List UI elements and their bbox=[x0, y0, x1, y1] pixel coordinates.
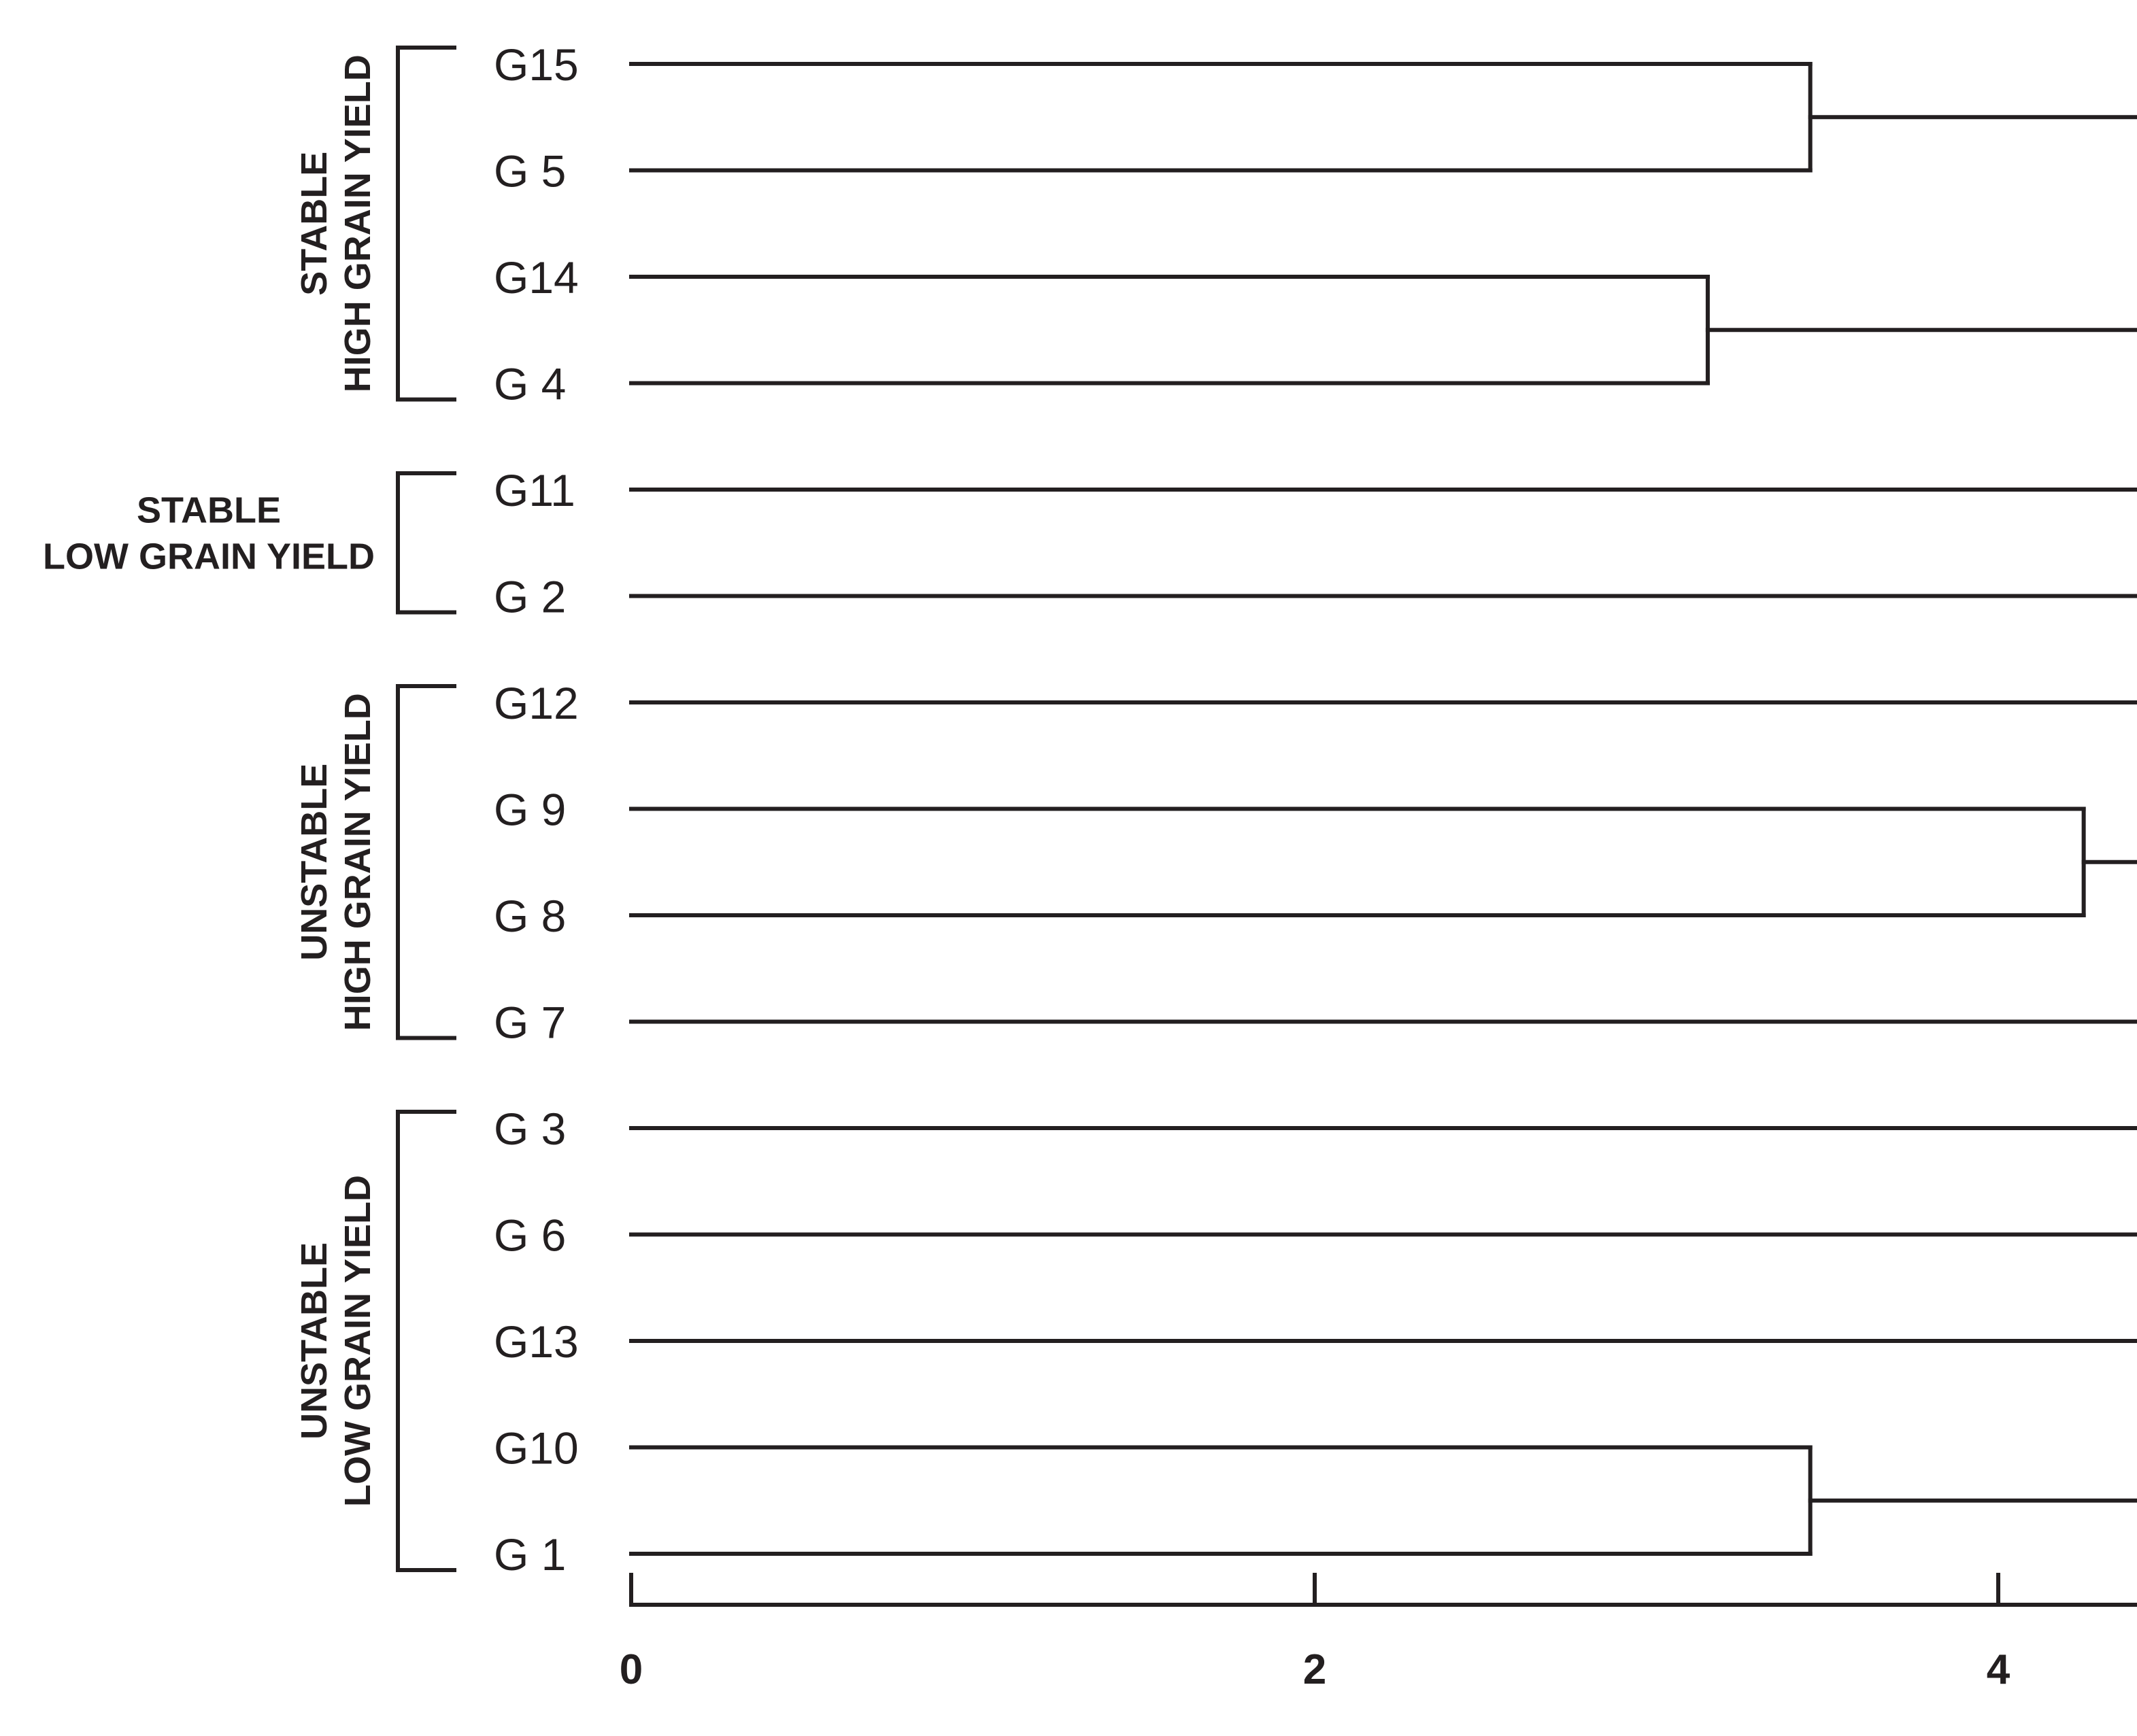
group-bracket: STABLE HIGH GRAIN YIELD bbox=[294, 46, 456, 402]
bracket-line bbox=[396, 684, 456, 1040]
leaf-label: G 5 bbox=[494, 146, 566, 197]
leaf-label: G 6 bbox=[494, 1210, 566, 1261]
leaf-label: G 7 bbox=[494, 998, 566, 1048]
merge-link-m3 bbox=[629, 1445, 1813, 1556]
merge-link-m6 bbox=[1705, 115, 2137, 333]
merge-link-m4 bbox=[629, 806, 2086, 917]
merge-link-m8 bbox=[629, 1232, 2137, 1237]
leaf-label: G 4 bbox=[494, 359, 566, 409]
merge-link-m7 bbox=[629, 1339, 2137, 1503]
leaf-label: G15 bbox=[494, 39, 579, 90]
leaf-labels: G15 G 5 G14 G 4 G11 G 2 G12 G 9 G 8 G 7 G 3 G 6 G13 G… bbox=[494, 39, 579, 1580]
merge-link-m2 bbox=[629, 62, 1813, 173]
leaf-label: G 1 bbox=[494, 1529, 566, 1580]
merge-link-m12 bbox=[629, 700, 2137, 704]
group-label: HIGH GRAIN YIELD bbox=[337, 693, 378, 1031]
leaf-label: G 9 bbox=[494, 785, 566, 835]
group-bracket: UNSTABLE HIGH GRAIN YIELD bbox=[294, 684, 456, 1040]
group-label: UNSTABLE bbox=[294, 1242, 335, 1440]
leaf-label: G 3 bbox=[494, 1104, 566, 1154]
dendrogram-branches bbox=[629, 62, 2137, 1556]
leaf-label: G11 bbox=[494, 465, 575, 515]
group-label: HIGH GRAIN YIELD bbox=[337, 54, 378, 392]
group-bracket: UNSTABLE LOW GRAIN YIELD bbox=[294, 1110, 456, 1572]
bracket-line bbox=[396, 46, 456, 402]
leaf-label: G 2 bbox=[494, 572, 566, 622]
group-label: STABLE bbox=[294, 152, 335, 296]
group-label: UNSTABLE bbox=[294, 764, 335, 961]
leaf-label: G12 bbox=[494, 678, 579, 728]
x-tick-label: 2 bbox=[1303, 1646, 1326, 1693]
x-tick-label: 4 bbox=[1987, 1646, 2010, 1693]
group-label: LOW GRAIN YIELD bbox=[337, 1175, 378, 1507]
merge-link-m5 bbox=[629, 488, 2137, 598]
leaf-label: G10 bbox=[494, 1423, 579, 1474]
leaf-label: G 8 bbox=[494, 891, 566, 941]
group-label: STABLE bbox=[137, 490, 281, 530]
x-axis: 02468 bbox=[620, 1573, 2137, 1693]
leaf-label: G13 bbox=[494, 1316, 579, 1367]
merge-link-m11 bbox=[629, 1126, 2137, 1130]
x-tick-label: 0 bbox=[620, 1646, 643, 1693]
merge-link-m1 bbox=[629, 275, 1710, 386]
group-bracket: STABLE LOW GRAIN YIELD bbox=[43, 471, 456, 615]
leaf-label: G14 bbox=[494, 252, 579, 303]
bracket-line bbox=[396, 1110, 456, 1572]
merge-link-m9 bbox=[629, 860, 2137, 1024]
group-label: LOW GRAIN YIELD bbox=[43, 536, 375, 577]
bracket-line bbox=[396, 471, 456, 615]
